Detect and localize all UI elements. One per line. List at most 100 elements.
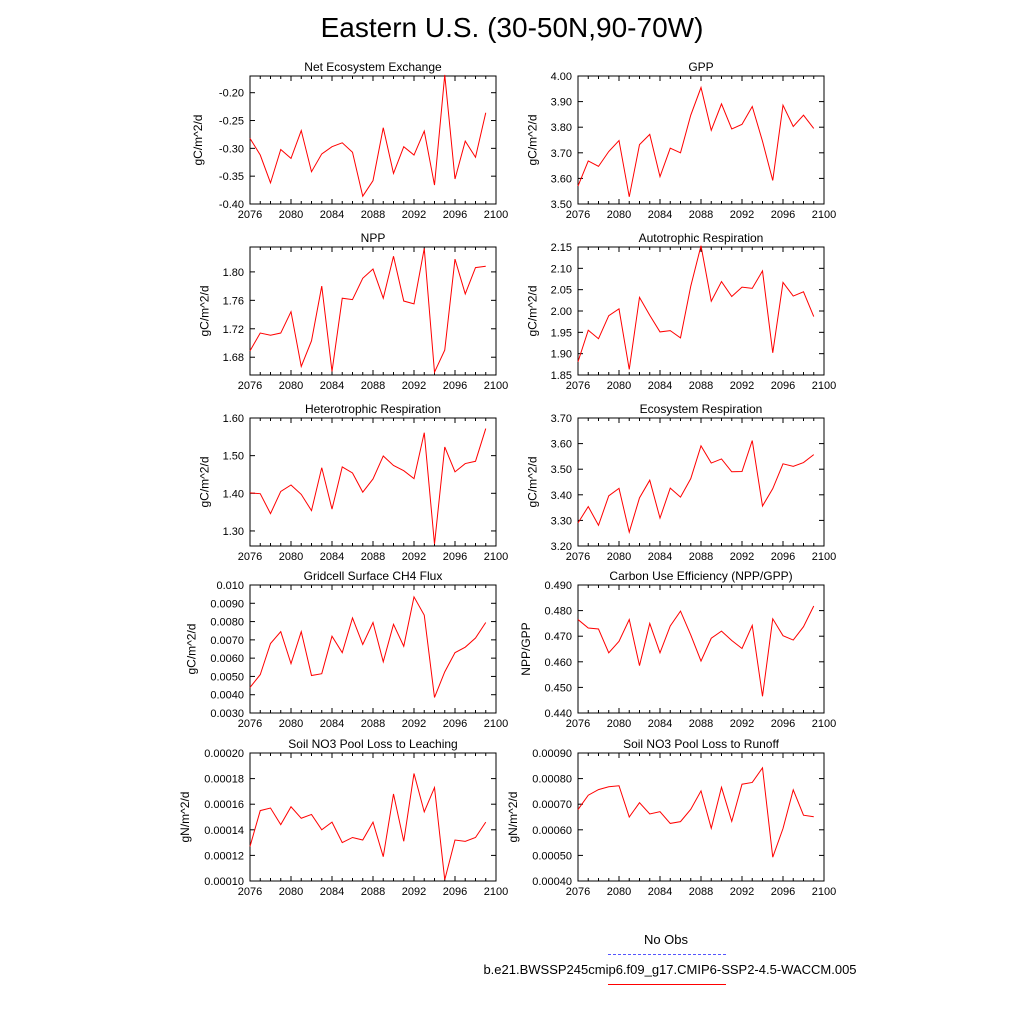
- panel-5-xtick-label: 2080: [279, 551, 303, 563]
- legend-line-model-run: [608, 984, 726, 985]
- panel-2-ytick-label: 3.80: [551, 122, 572, 134]
- panel-8-frame: [577, 584, 825, 714]
- panel-6-ytick-label: 3.20: [551, 541, 572, 553]
- panel-7-xtick-label: 2096: [443, 718, 467, 730]
- panel-1-frame: [249, 75, 497, 205]
- panel-7-ylabel: gC/m^2/d: [185, 624, 199, 675]
- legend-label-model-run: b.e21.BWSSP245cmip6.f09_g17.CMIP6-SSP2-4…: [483, 962, 857, 977]
- panel-6-title: Ecosystem Respiration: [640, 402, 763, 416]
- panel-4-ytick-label: 2.00: [551, 306, 572, 318]
- panel-4-ytick-label: 1.90: [551, 349, 572, 361]
- panel-10-ytick-label: 0.00080: [532, 774, 572, 786]
- panel-7-ytick-label: 0.0060: [210, 653, 244, 665]
- panel-10-xtick-label: 2084: [648, 886, 672, 898]
- panel-8-ytick-label: 0.450: [544, 682, 572, 694]
- panel-10-ytick-label: 0.00050: [532, 850, 572, 862]
- panel-10-xtick-label: 2096: [771, 886, 795, 898]
- panel-4-ytick-label: 2.05: [551, 285, 572, 297]
- panel-10-xtick-label: 2080: [607, 886, 631, 898]
- panel-7-title: Gridcell Surface CH4 Flux: [304, 569, 443, 583]
- panel-9-title: Soil NO3 Pool Loss to Leaching: [288, 737, 457, 751]
- panel-9-ytick-label: 0.00010: [204, 876, 244, 888]
- panel-10-frame: [577, 752, 825, 882]
- panel-7-ytick-label: 0.0080: [210, 617, 244, 629]
- panel-5-ytick-label: 1.60: [223, 413, 244, 425]
- panel-3-xtick-label: 2096: [443, 380, 467, 392]
- panel-4-title: Autotrophic Respiration: [639, 231, 764, 245]
- panel-2-ytick-label: 3.70: [551, 148, 572, 160]
- panel-3-frame: [249, 246, 497, 376]
- panel-5-ytick-label: 1.30: [223, 526, 244, 538]
- panel-2-xtick-label: 2092: [730, 209, 754, 221]
- panel-3-xtick-label: 2084: [320, 380, 344, 392]
- panel-4-ytick-label: 2.15: [551, 242, 572, 254]
- panel-4-xtick-label: 2076: [566, 380, 590, 392]
- legend-line-no-obs: [608, 954, 726, 955]
- panel-4-ytick-label: 1.85: [551, 370, 572, 382]
- panel-8-xtick-label: 2096: [771, 718, 795, 730]
- panel-4-xtick-label: 2100: [812, 380, 836, 392]
- panel-5-ylabel: gC/m^2/d: [197, 457, 211, 508]
- panel-8-ytick-label: 0.470: [544, 631, 572, 643]
- panel-7-xtick-label: 2080: [279, 718, 303, 730]
- panel-7-ytick-label: 0.0040: [210, 690, 244, 702]
- panel-3-xtick-label: 2080: [279, 380, 303, 392]
- panel-6-ylabel: gC/m^2/d: [525, 457, 539, 508]
- panel-3-xtick-label: 2088: [361, 380, 385, 392]
- panel-4-ylabel: gC/m^2/d: [525, 286, 539, 337]
- panel-7-ytick-label: 0.0070: [210, 635, 244, 647]
- panel-3-ytick-label: 1.72: [223, 324, 244, 336]
- panel-5-xtick-label: 2100: [484, 551, 508, 563]
- panel-6-xtick-label: 2088: [689, 551, 713, 563]
- panel-6-ytick-label: 3.30: [551, 515, 572, 527]
- panel-10-series-line: [577, 766, 814, 858]
- panel-5-xtick-label: 2096: [443, 551, 467, 563]
- panel-8-xtick-label: 2088: [689, 718, 713, 730]
- panel-9-xtick-label: 2088: [361, 886, 385, 898]
- figure-title: Eastern U.S. (30-50N,90-70W): [320, 12, 704, 43]
- panel-7-xtick-label: 2088: [361, 718, 385, 730]
- panel-1-xtick-label: 2092: [402, 209, 426, 221]
- panel-4-xtick-label: 2088: [689, 380, 713, 392]
- panel-2-ylabel: gC/m^2/d: [525, 115, 539, 166]
- panel-10-ytick-label: 0.00090: [532, 748, 572, 760]
- panel-2-title: GPP: [688, 60, 713, 74]
- panel-7-xtick-label: 2092: [402, 718, 426, 730]
- panel-5-ytick-label: 1.50: [223, 451, 244, 463]
- panel-8-ytick-label: 0.480: [544, 606, 572, 618]
- panel-1-ytick-label: -0.40: [219, 199, 244, 211]
- panel-2-ytick-label: 4.00: [551, 71, 572, 83]
- panel-9-ytick-label: 0.00018: [204, 774, 244, 786]
- panel-2-xtick-label: 2088: [689, 209, 713, 221]
- panel-1-ytick-label: -0.20: [219, 88, 244, 100]
- panel-5-xtick-label: 2088: [361, 551, 385, 563]
- panel-4-xtick-label: 2092: [730, 380, 754, 392]
- panel-5-xtick-label: 2092: [402, 551, 426, 563]
- panel-3-ytick-label: 1.68: [223, 352, 244, 364]
- panel-4-xtick-label: 2096: [771, 380, 795, 392]
- panel-5-ytick-label: 1.40: [223, 488, 244, 500]
- panel-9-xtick-label: 2092: [402, 886, 426, 898]
- panel-3-xtick-label: 2092: [402, 380, 426, 392]
- panel-5-frame: [249, 417, 497, 547]
- panel-6-xtick-label: 2092: [730, 551, 754, 563]
- panel-7-ytick-label: 0.0030: [210, 708, 244, 720]
- panel-1-title: Net Ecosystem Exchange: [304, 60, 442, 74]
- panel-10-ylabel: gN/m^2/d: [506, 792, 520, 843]
- panel-9-ytick-label: 0.00016: [204, 799, 244, 811]
- panel-2-xtick-label: 2076: [566, 209, 590, 221]
- panel-3-title: NPP: [361, 231, 386, 245]
- panel-1-xtick-label: 2100: [484, 209, 508, 221]
- panel-2-frame: [577, 75, 825, 205]
- panel-6-xtick-label: 2096: [771, 551, 795, 563]
- panel-9-xtick-label: 2076: [238, 886, 262, 898]
- panel-3-xtick-label: 2076: [238, 380, 262, 392]
- panel-1-xtick-label: 2080: [279, 209, 303, 221]
- panel-4-xtick-label: 2080: [607, 380, 631, 392]
- panel-6-series-line: [577, 440, 815, 535]
- panel-2-xtick-label: 2100: [812, 209, 836, 221]
- panel-5-xtick-label: 2084: [320, 551, 344, 563]
- panel-10-xtick-label: 2092: [730, 886, 754, 898]
- panel-5-series-line: [249, 428, 487, 545]
- panel-2-ytick-label: 3.50: [551, 199, 572, 211]
